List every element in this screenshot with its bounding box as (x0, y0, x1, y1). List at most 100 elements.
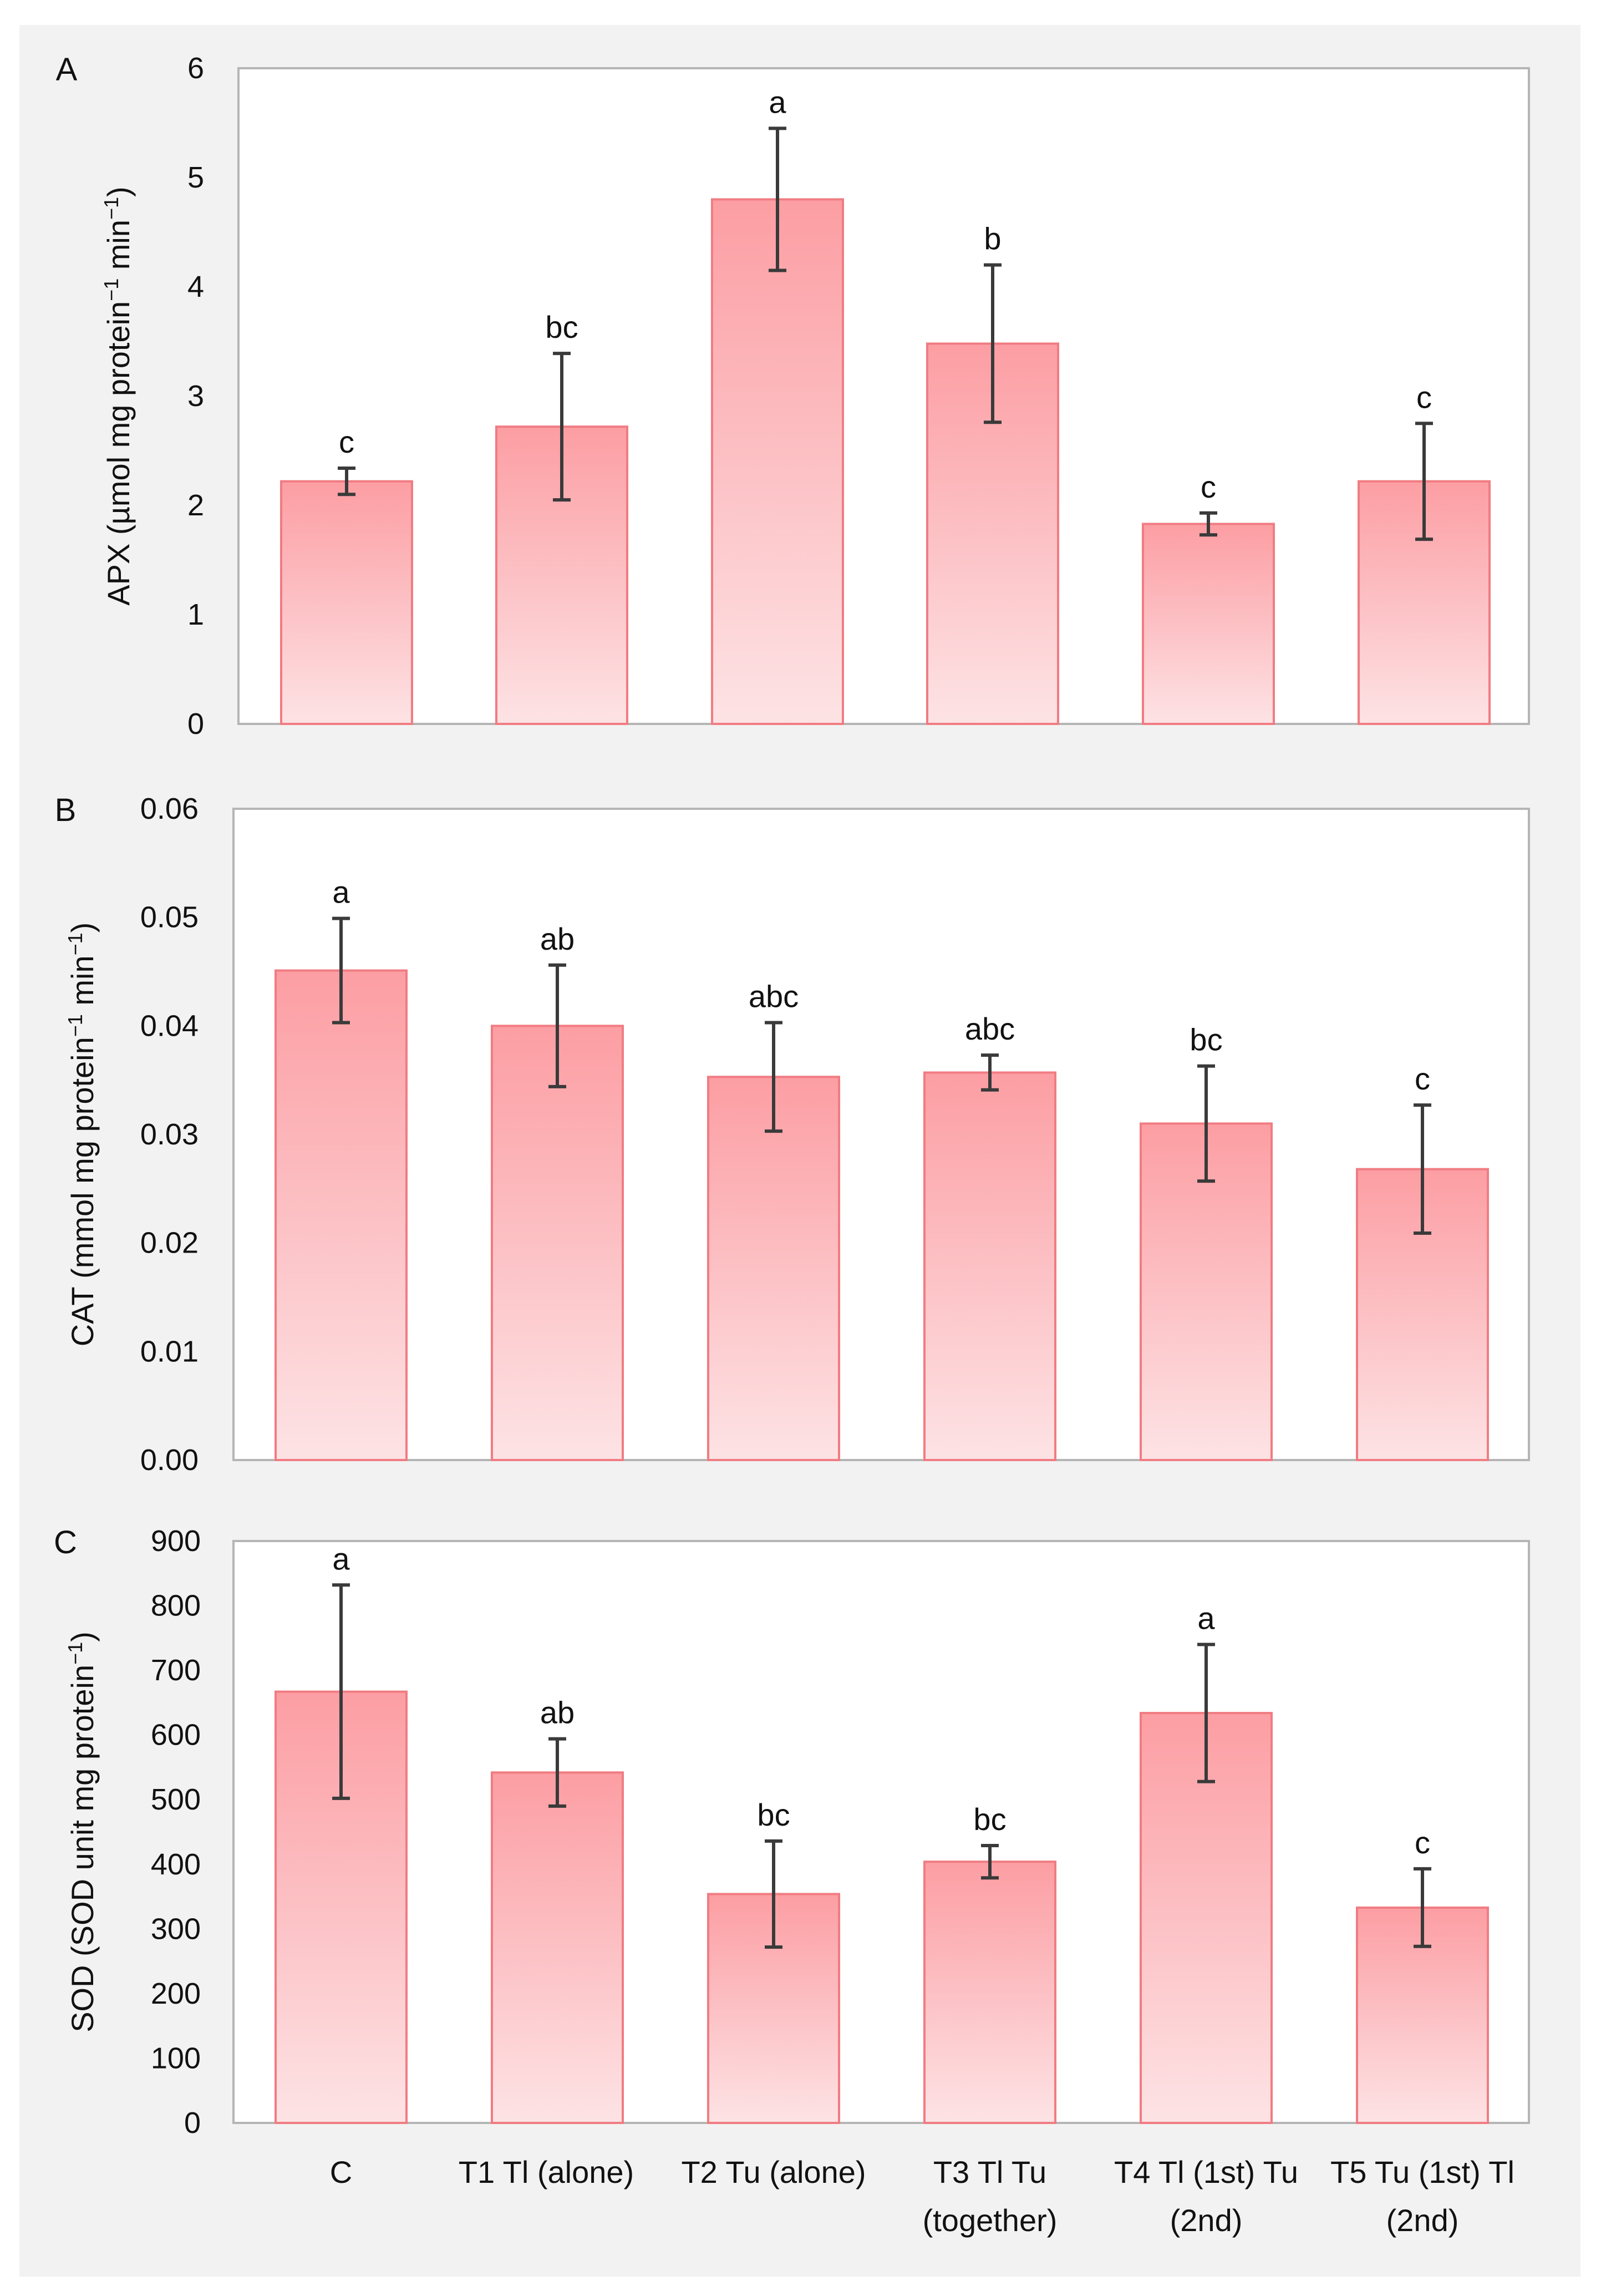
panel-c-error-bar (332, 1583, 350, 1800)
panel-a-sig-letter: b (984, 221, 1001, 256)
panel-a-ytick-label: 6 (187, 52, 204, 85)
panel-b-error-bar (1414, 1103, 1431, 1235)
panel-b-ylabel-part: ) (65, 923, 100, 933)
panel-a-bar (280, 480, 413, 725)
panel-a-sig-letter: bc (545, 310, 578, 344)
panel-a-ylabel-part: APX (µmol mg protein (101, 301, 136, 606)
panel-b-ylabel-part: −1 (64, 1014, 87, 1037)
panel-c-error-bar (765, 1839, 782, 1949)
panel-c-ylabel: SOD (SOD unit mg protein−1) (64, 1631, 100, 2033)
panel-a-plot-frame (237, 67, 1530, 725)
panel-b-ytick-label: 0.03 (140, 1118, 199, 1151)
panel-c-error-bar (981, 1843, 999, 1880)
panel-c-sig-letter: bc (757, 1797, 790, 1832)
panel-a-error-bar (1415, 422, 1433, 541)
category-label-line2: (2nd) (1386, 2203, 1459, 2238)
panel-b-bar (923, 1071, 1056, 1461)
panel-b-sig-letter: abc (965, 1011, 1015, 1046)
panel-a-bar (1142, 523, 1275, 725)
panel-a-ytick-label: 0 (187, 707, 204, 741)
panel-c-sig-letter: ab (540, 1695, 575, 1730)
panel-b-sig-letter: bc (1190, 1022, 1222, 1057)
panel-a-error-bar (1200, 511, 1217, 537)
panel-a-sig-letter: c (1201, 469, 1216, 504)
panel-b-ylabel: CAT (mmol mg protein−1 min−1) (64, 923, 100, 1347)
panel-c-label: C (54, 1524, 77, 1560)
panel-c-ytick-label: 400 (151, 1848, 201, 1881)
panel-a-label: A (56, 52, 78, 88)
category-label-line2: (2nd) (1170, 2203, 1243, 2238)
panel-a-ylabel-part: min (101, 220, 136, 278)
panel-a-sig-letter: a (769, 84, 786, 119)
panel-b-ylabel-part: −1 (64, 932, 87, 955)
panel-a-error-bar (984, 263, 1002, 424)
category-label: T2 Tu (alone) (681, 2155, 866, 2189)
panel-c-ylabel-part: ) (65, 1631, 100, 1642)
panel-b-sig-letter: c (1415, 1061, 1430, 1096)
panel-b-error-bar (981, 1053, 999, 1092)
panel-b-error-bar (548, 963, 566, 1088)
panel-b-ylabel-part: CAT (mmol mg protein (65, 1037, 100, 1346)
panel-c-error-bar (1414, 1867, 1431, 1948)
panel-b-ytick-label: 0.01 (140, 1335, 199, 1368)
panel-c-ytick-label: 300 (151, 1912, 201, 1945)
panel-b-sig-letter: abc (749, 979, 799, 1013)
category-label: T4 Tl (1st) Tu (1114, 2155, 1298, 2189)
panel-b-error-bar (1197, 1064, 1215, 1183)
panel-a-sig-letter: c (1416, 379, 1432, 414)
panel-c-error-bar (548, 1737, 566, 1808)
panel-a-ytick-label: 2 (187, 489, 204, 522)
panel-b-error-bar (332, 916, 350, 1025)
category-label: T3 Tl Tu (933, 2155, 1046, 2189)
panel-a-ytick-label: 5 (187, 161, 204, 194)
panel-c-bar (923, 1861, 1056, 2124)
panel-c-ytick-label: 500 (151, 1783, 201, 1816)
panel-c-error-bar (1197, 1643, 1215, 1783)
panel-c-ytick-label: 600 (151, 1719, 201, 1752)
panel-b-error-bar (765, 1021, 782, 1133)
panel-a-bar (711, 198, 844, 725)
panel-b-ylabel-part: min (65, 955, 100, 1014)
panel-c-ytick-label: 200 (151, 1977, 201, 2010)
panel-c-ytick-label: 800 (151, 1589, 201, 1623)
panel-a-ytick-label: 1 (187, 598, 204, 631)
panel-b-label: B (55, 792, 77, 828)
panel-c-ylabel-part: SOD (SOD unit mg protein (65, 1665, 100, 2033)
panel-a-error-bar (338, 467, 355, 496)
panel-a-sig-letter: c (339, 424, 354, 459)
panel-c-sig-letter: a (1197, 1600, 1215, 1635)
panel-a-ylabel-part: −1 (100, 278, 123, 301)
panel-c-sig-letter: a (332, 1541, 350, 1576)
panel-c-sig-letter: bc (973, 1802, 1006, 1837)
panel-b-bar (707, 1076, 840, 1461)
panel-b-sig-letter: ab (540, 921, 575, 956)
panel-a-ytick-label: 3 (187, 379, 204, 413)
panel-c-bar (491, 1771, 624, 2124)
panel-a-error-bar (553, 352, 571, 502)
category-label-line2: (together) (923, 2203, 1058, 2238)
panel-b-ytick-label: 0.05 (140, 901, 199, 934)
panel-b-ytick-label: 0.00 (140, 1443, 199, 1477)
panel-c-ytick-label: 0 (184, 2106, 201, 2140)
panel-a-ylabel-part: ) (101, 186, 136, 197)
panel-c-ytick-label: 700 (151, 1654, 201, 1687)
panel-c-ytick-label: 100 (151, 2041, 201, 2075)
panel-b-ytick-label: 0.04 (140, 1009, 199, 1042)
category-label: T5 Tu (1st) Tl (1330, 2155, 1514, 2189)
panel-c-sig-letter: c (1415, 1825, 1430, 1860)
panel-c-ytick-label: 900 (151, 1524, 201, 1558)
panel-b-bar (491, 1025, 624, 1462)
panel-b-sig-letter: a (332, 875, 350, 910)
panel-c-ylabel-part: −1 (64, 1642, 87, 1665)
panel-a-ylabel-part: −1 (100, 197, 123, 220)
category-label: T1 Tl (alone) (459, 2155, 634, 2189)
panel-c-plot-frame (232, 1540, 1530, 2124)
panel-a-ylabel: APX (µmol mg protein−1 min−1) (100, 186, 136, 605)
category-label: C (330, 2155, 352, 2189)
panel-b-plot-frame (232, 808, 1530, 1461)
panel-a-error-bar (769, 126, 786, 272)
panel-a-ytick-label: 4 (187, 270, 204, 303)
panel-b-ytick-label: 0.06 (140, 792, 199, 825)
